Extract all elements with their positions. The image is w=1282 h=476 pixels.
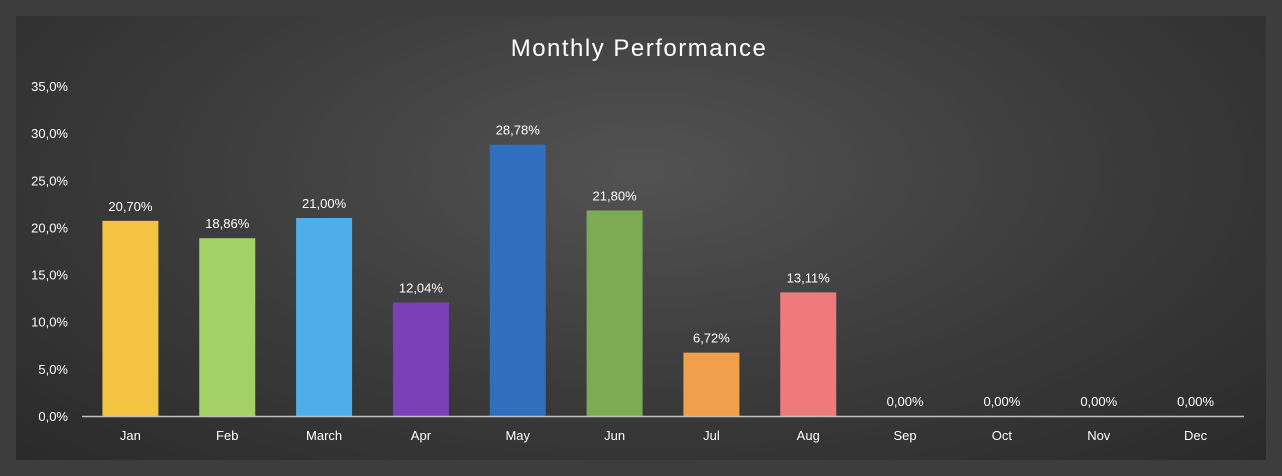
bar-feb	[199, 238, 256, 416]
y-axis: 0,0% 5,0% 10,0% 15,0% 20,0% 25,0% 30,0% 35,0%	[31, 79, 68, 424]
chart-title: Monthly Performance	[511, 35, 768, 62]
y-tick-label: 15,0%	[31, 268, 68, 283]
data-label-march: 21,00%	[302, 196, 347, 211]
bar-jun	[586, 210, 643, 416]
data-label-apr: 12,04%	[399, 280, 444, 295]
bars-group: 20,70% 18,86% 21,00% 12,04% 28,78% 21,80% 6,72…	[102, 123, 1214, 416]
y-tick-label: 0,0%	[38, 409, 68, 424]
x-tick-label: Dec	[1184, 428, 1208, 443]
y-tick-label: 5,0%	[38, 362, 68, 377]
x-tick-label: Apr	[411, 428, 432, 443]
data-label-may: 28,78%	[496, 123, 541, 138]
x-tick-label: Jul	[703, 428, 720, 443]
x-tick-label: May	[505, 428, 530, 443]
y-tick-label: 25,0%	[31, 173, 68, 188]
data-label-jul: 6,72%	[693, 331, 730, 346]
x-tick-label: Nov	[1087, 428, 1111, 443]
data-label-aug: 13,11%	[787, 270, 831, 285]
data-label-oct: 0,00%	[983, 394, 1020, 409]
x-tick-label: Sep	[894, 428, 917, 443]
data-label-feb: 18,86%	[205, 216, 250, 231]
y-tick-label: 20,0%	[31, 220, 68, 235]
bar-jul	[683, 352, 740, 416]
x-axis: Jan Feb March Apr May Jun Jul Aug Sep Oct Nov Dec	[82, 415, 1244, 443]
y-tick-label: 35,0%	[31, 79, 68, 94]
bar-may	[489, 144, 546, 416]
x-tick-label: March	[306, 428, 342, 443]
bar-jan	[102, 220, 159, 416]
x-tick-label: Jan	[120, 428, 141, 443]
data-label-nov: 0,00%	[1080, 394, 1117, 409]
x-tick-label: Jun	[604, 428, 625, 443]
data-label-jan: 20,70%	[108, 199, 153, 214]
bar-apr	[392, 302, 449, 416]
bar-aug	[780, 292, 837, 416]
x-tick-label: Aug	[797, 428, 820, 443]
data-label-dec: 0,00%	[1177, 394, 1214, 409]
chart-frame: Monthly Performance 0,0% 5,0% 10,0% 15,0% 20…	[16, 16, 1266, 460]
bar-march	[296, 218, 353, 416]
y-tick-label: 10,0%	[31, 315, 68, 330]
data-label-sep: 0,00%	[887, 394, 924, 409]
x-tick-label: Feb	[216, 428, 238, 443]
y-tick-label: 30,0%	[31, 126, 68, 141]
x-tick-label: Oct	[992, 428, 1013, 443]
data-label-jun: 21,80%	[593, 188, 638, 203]
bar-chart: Monthly Performance 0,0% 5,0% 10,0% 15,0% 20…	[31, 35, 1244, 443]
